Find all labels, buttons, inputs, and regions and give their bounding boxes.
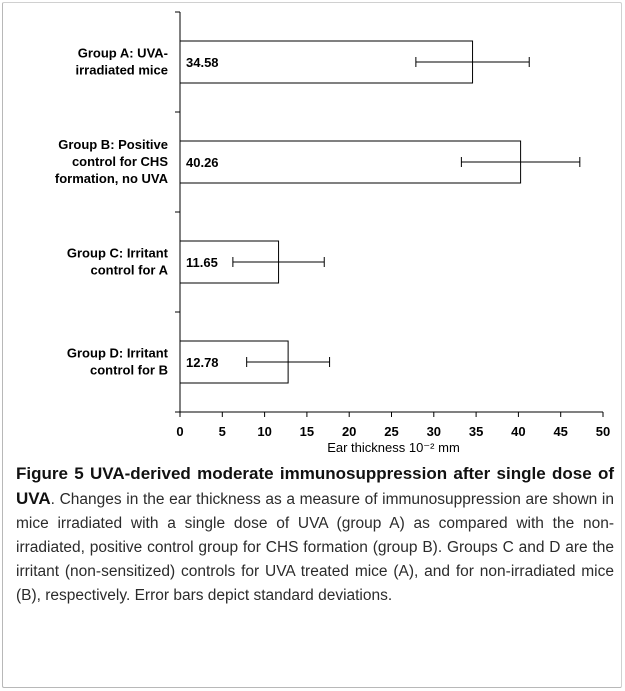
category-label: Group B: Positive	[58, 137, 168, 152]
caption-title: UVA-derived moderate immunosuppression a…	[16, 464, 614, 508]
x-tick-label: 15	[300, 424, 314, 439]
bar-value-label: 11.65	[186, 255, 218, 270]
x-tick-label: 35	[469, 424, 483, 439]
x-axis-title: Ear thickness 10⁻² mm	[327, 440, 460, 455]
category-label: Group A: UVA-	[78, 46, 168, 61]
bar-value-label: 12.78	[186, 355, 219, 370]
bar-value-label: 40.26	[186, 155, 219, 170]
category-label: control for CHS	[72, 154, 168, 169]
category-label: control for A	[90, 263, 168, 278]
bar-value-label: 34.58	[186, 55, 219, 70]
bar-chart: 0 5 10 15 20 25 30 35 40 45 50 Ear thickness 10⁻² m…	[55, 11, 610, 455]
figure-caption: Figure 5 UVA-derived moderate immunosupp…	[16, 462, 614, 608]
x-tick-label: 40	[511, 424, 525, 439]
category-label: Group D: Irritant	[67, 346, 169, 361]
x-tick-label: 0	[176, 424, 183, 439]
x-tick-label: 10	[257, 424, 271, 439]
caption-text: . Changes in the ear thickness as a meas…	[16, 491, 614, 604]
category-label: Group C: Irritant	[67, 246, 169, 261]
category-label: formation, no UVA	[55, 171, 169, 186]
caption-figure-label: Figure 5	[16, 464, 84, 483]
category-label: irradiated mice	[76, 63, 169, 78]
category-label: control for B	[90, 363, 168, 378]
x-tick-label: 20	[342, 424, 356, 439]
x-tick-label: 45	[553, 424, 567, 439]
x-tick-label: 50	[596, 424, 610, 439]
x-tick-label: 30	[427, 424, 441, 439]
x-tick-label: 5	[219, 424, 226, 439]
x-tick-label: 25	[384, 424, 398, 439]
